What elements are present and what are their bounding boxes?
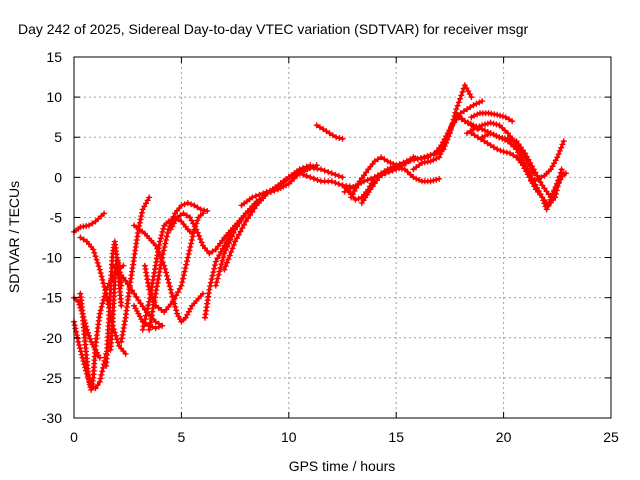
series-track-19 (238, 162, 320, 209)
x-tick-label: 10 (281, 429, 297, 445)
y-tick-label: 5 (54, 129, 62, 145)
x-tick-label: 0 (70, 429, 78, 445)
y-tick-label: -15 (42, 290, 62, 306)
series-track-31 (468, 110, 516, 125)
series-markers (358, 164, 443, 206)
series-markers (468, 110, 516, 125)
x-tick-label: 25 (603, 429, 619, 445)
series-markers (528, 138, 567, 185)
y-tick-label: 15 (46, 49, 62, 65)
x-tick-label: 20 (496, 429, 512, 445)
ticks: 0 5 10 15 20 25 -30 -25 -20 -15 -10 -5 0 5 10 15 (42, 49, 619, 445)
series-markers (109, 262, 166, 329)
series-track-24 (358, 164, 443, 206)
y-tick-label: -30 (42, 410, 62, 426)
series-markers (238, 162, 320, 209)
series-markers (479, 130, 567, 201)
series-markers (118, 194, 153, 345)
series-markers (139, 214, 196, 333)
plot-frame (73, 56, 612, 419)
series-markers (313, 122, 346, 142)
y-tick-label: -5 (50, 209, 63, 225)
y-tick-label: -25 (42, 370, 62, 386)
x-tick-label: 15 (388, 429, 404, 445)
series-track-9 (109, 262, 166, 329)
series-track-20 (313, 122, 346, 142)
y-tick-label: -20 (42, 330, 62, 346)
y-tick-label: 10 (46, 89, 62, 105)
series-track-8 (118, 194, 153, 345)
x-axis-label: GPS time / hours (289, 458, 396, 474)
series-track-32 (479, 130, 567, 201)
series-track-14 (139, 214, 196, 333)
y-tick-label: -10 (42, 250, 62, 266)
y-tick-label: 0 (54, 169, 62, 185)
series-markers (131, 222, 206, 325)
series-group (71, 82, 569, 393)
series-track-13 (146, 200, 211, 333)
series-track-33 (528, 138, 567, 185)
series-markers (431, 98, 486, 157)
series-track-27 (431, 98, 486, 157)
series-markers (464, 119, 537, 177)
x-tick-label: 5 (178, 429, 186, 445)
chart-title: Day 242 of 2025, Sidereal Day-to-day VTE… (18, 21, 528, 37)
series-track-4 (71, 294, 103, 361)
y-axis-label: SDTVAR / TECUs (6, 181, 22, 293)
